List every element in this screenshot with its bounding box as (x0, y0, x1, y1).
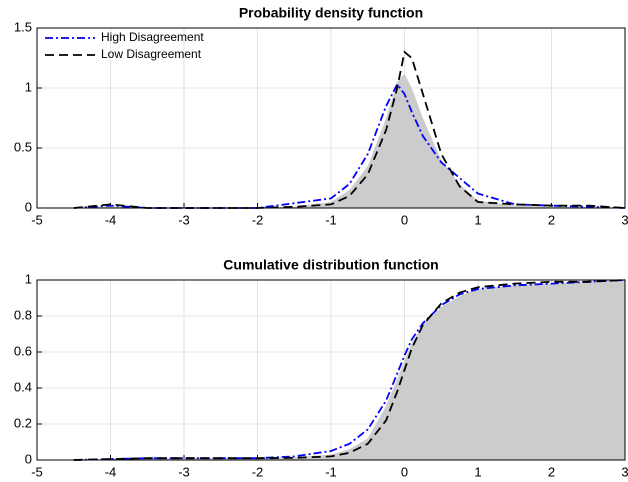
x-tick-label: 3 (621, 212, 628, 227)
y-tick-label: 1 (25, 271, 32, 286)
x-tick-label: 0 (401, 464, 408, 479)
x-tick-label: 2 (548, 464, 555, 479)
legend-label: High Disagreement (101, 30, 204, 44)
x-tick-label: -2 (252, 212, 264, 227)
y-tick-label: 0.6 (14, 343, 32, 358)
x-tick-label: 2 (548, 212, 555, 227)
line (73, 279, 626, 461)
y-tick-label: 0 (25, 451, 32, 466)
legend-label: Low Disagreement (101, 47, 202, 61)
y-tick-label: 0.5 (14, 139, 32, 154)
area (73, 280, 625, 460)
x-tick-label: -5 (31, 212, 43, 227)
y-tick-label: 0 (25, 199, 32, 214)
y-tick-label: 0.2 (14, 415, 32, 430)
x-tick-label: -5 (31, 464, 43, 479)
x-tick-label: -2 (252, 464, 264, 479)
x-tick-label: -3 (178, 212, 190, 227)
axes-box (36, 279, 626, 461)
chart-title: Cumulative distribution function (223, 257, 438, 273)
x-tick-label: -4 (105, 212, 117, 227)
x-tick-label: 0 (401, 212, 408, 227)
axes-box (36, 27, 626, 209)
x-tick-label: -3 (178, 464, 190, 479)
y-tick-label: 1 (25, 79, 32, 94)
x-tick-label: 1 (474, 464, 481, 479)
y-tick-label: 1.5 (14, 19, 32, 34)
x-tick-label: -1 (325, 464, 337, 479)
chart-title: Probability density function (239, 5, 423, 21)
y-tick-label: 0.8 (14, 307, 32, 322)
x-tick-label: -1 (325, 212, 337, 227)
x-tick-label: 3 (621, 464, 628, 479)
y-tick-label: 0.4 (14, 379, 32, 394)
x-tick-label: -4 (105, 464, 117, 479)
x-tick-label: 1 (474, 212, 481, 227)
